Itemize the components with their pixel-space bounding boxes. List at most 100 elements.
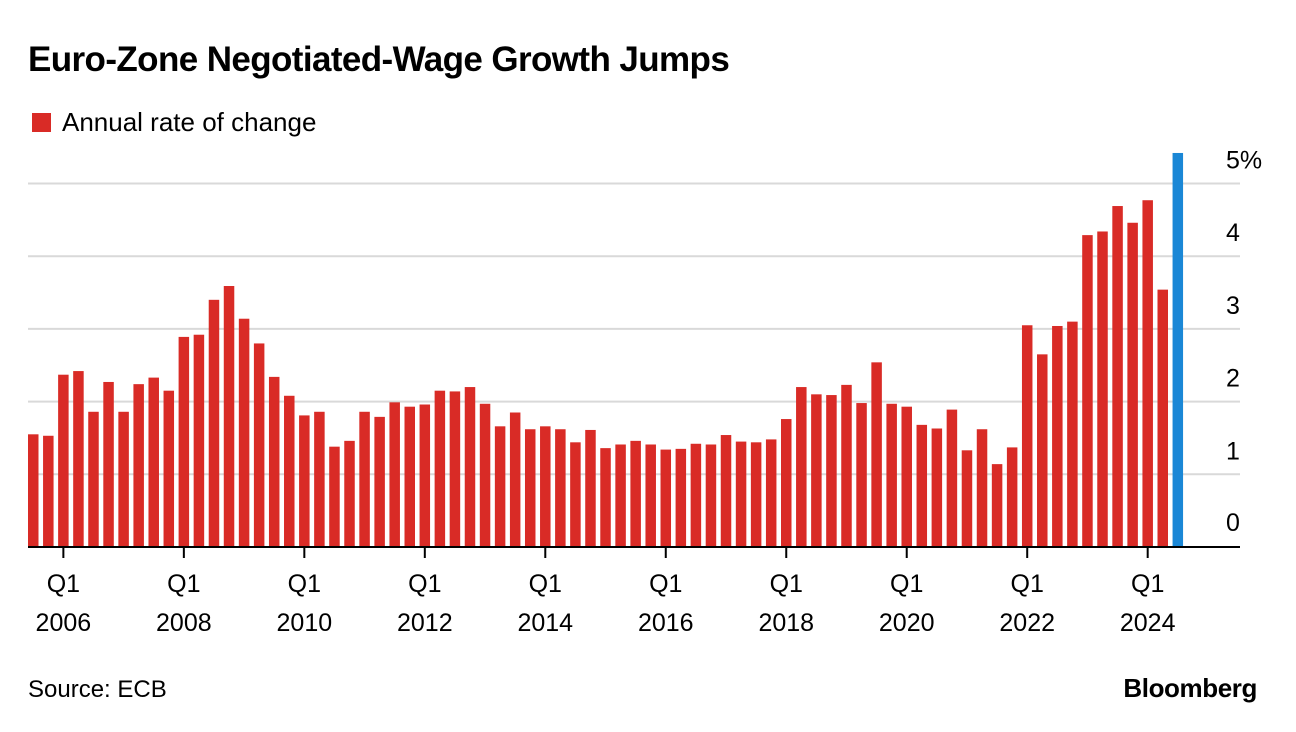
bar xyxy=(253,343,265,547)
bar xyxy=(389,402,400,547)
chart-title: Euro-Zone Negotiated-Wage Growth Jumps xyxy=(28,40,730,79)
legend-label: Annual rate of change xyxy=(62,107,317,137)
bar xyxy=(1127,222,1138,547)
bar xyxy=(419,404,431,547)
bar xyxy=(645,444,656,547)
bar xyxy=(148,377,159,547)
x-tick-quarter: Q1 xyxy=(890,570,923,598)
bar xyxy=(494,426,506,547)
bar xyxy=(735,441,747,547)
bar xyxy=(690,443,702,547)
bar xyxy=(163,390,175,547)
bar xyxy=(524,429,536,547)
bar xyxy=(1082,235,1093,547)
y-tick-label: 5% xyxy=(1226,147,1262,175)
bar xyxy=(1142,200,1153,547)
bar xyxy=(73,371,84,547)
bar xyxy=(570,442,581,547)
bar xyxy=(1097,231,1108,548)
y-tick-label: 2 xyxy=(1226,365,1240,393)
x-tick-year: 2012 xyxy=(397,609,453,637)
x-tick-year: 2020 xyxy=(879,609,935,637)
bar xyxy=(43,435,54,547)
bar xyxy=(901,406,912,547)
bar xyxy=(796,387,807,547)
bar xyxy=(991,464,1003,547)
bar xyxy=(1157,289,1168,547)
bar xyxy=(705,444,717,547)
bar xyxy=(1112,206,1123,548)
x-tick-quarter: Q1 xyxy=(1011,570,1044,598)
bar xyxy=(931,428,943,547)
bar xyxy=(88,411,99,547)
bar xyxy=(133,384,144,547)
bar xyxy=(344,440,355,547)
bar xyxy=(916,424,928,547)
brand-logo: Bloomberg xyxy=(1123,673,1257,703)
bar xyxy=(540,426,551,547)
x-tick-year: 2024 xyxy=(1120,609,1176,637)
bar xyxy=(886,403,897,547)
bar xyxy=(1021,325,1033,547)
bar xyxy=(750,442,762,547)
x-tick-year: 2022 xyxy=(999,609,1055,637)
bar xyxy=(961,450,973,547)
bar xyxy=(585,429,596,547)
bar xyxy=(946,409,958,547)
bar xyxy=(555,429,566,547)
y-tick-label: 4 xyxy=(1226,219,1240,247)
bar xyxy=(299,415,310,547)
bar xyxy=(841,384,852,547)
bar xyxy=(223,286,235,547)
bar xyxy=(1052,325,1063,547)
x-tick-quarter: Q1 xyxy=(1131,570,1164,598)
bars xyxy=(28,152,1184,548)
bar xyxy=(268,376,280,547)
bar xyxy=(660,449,672,547)
x-tick-year: 2006 xyxy=(36,609,92,637)
bar xyxy=(208,299,220,547)
bar xyxy=(58,374,69,547)
bar xyxy=(284,395,295,547)
bar-latest xyxy=(1172,152,1184,547)
bar xyxy=(765,439,777,547)
bar xyxy=(871,362,882,547)
x-tick-quarter: Q1 xyxy=(529,570,562,598)
bar xyxy=(976,429,988,547)
x-tick-year: 2014 xyxy=(517,609,573,637)
x-tick-quarter: Q1 xyxy=(288,570,321,598)
x-tick-year: 2018 xyxy=(758,609,814,637)
x-tick-year: 2008 xyxy=(156,609,212,637)
x-tick-quarter: Q1 xyxy=(408,570,441,598)
x-tick-quarter: Q1 xyxy=(649,570,682,598)
y-tick-label: 1 xyxy=(1226,437,1240,465)
bar xyxy=(178,336,190,547)
bar xyxy=(118,411,129,547)
x-tick-year: 2016 xyxy=(638,609,694,637)
bar xyxy=(630,440,641,547)
bar xyxy=(1067,321,1078,547)
bar xyxy=(374,416,385,547)
bar xyxy=(509,412,521,547)
bar xyxy=(103,381,114,547)
x-tick-year: 2010 xyxy=(277,609,333,637)
bar xyxy=(449,391,461,547)
source-note: Source: ECB xyxy=(28,676,167,703)
bar xyxy=(329,446,340,547)
bar xyxy=(615,444,626,547)
bar xyxy=(238,318,250,547)
bar xyxy=(675,448,687,548)
bar xyxy=(434,390,446,547)
y-tick-label: 3 xyxy=(1226,292,1240,320)
bar xyxy=(359,411,370,547)
y-tick-label: 0 xyxy=(1226,509,1240,537)
bar xyxy=(1006,447,1018,547)
bar xyxy=(811,394,822,547)
bar xyxy=(464,387,476,547)
bar xyxy=(479,403,491,547)
bar xyxy=(856,403,867,547)
legend: Annual rate of change xyxy=(32,107,316,137)
x-tick-quarter: Q1 xyxy=(47,570,80,598)
bar xyxy=(193,334,205,547)
